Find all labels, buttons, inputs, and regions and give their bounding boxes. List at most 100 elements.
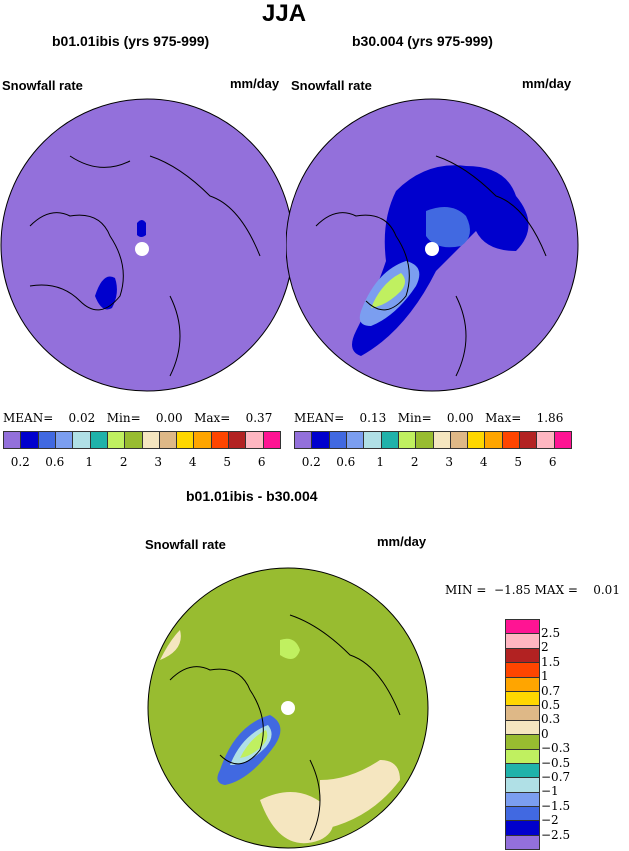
colorbar-box	[381, 432, 399, 448]
colorbar-label: 5	[223, 455, 232, 469]
colorbar-box	[107, 432, 126, 448]
colorbar-label: 0.6	[336, 455, 356, 469]
colorbar-label: 1	[85, 455, 94, 469]
colorbar-diff	[505, 619, 540, 851]
colorbar-box	[506, 691, 539, 707]
panel-right-units: mm/day	[522, 76, 572, 91]
colorbar-box	[502, 432, 521, 448]
diff-variable: Snowfall rate	[145, 537, 226, 552]
colorbar-label: −2.5	[541, 827, 571, 842]
colorbar-box	[506, 706, 539, 721]
map-left-blob-north	[137, 220, 146, 237]
coastlines	[169, 614, 401, 841]
colorbar-box	[506, 634, 539, 649]
colorbar-box	[468, 432, 486, 448]
colorbar-label: 2.5	[541, 626, 561, 640]
colorbar-label: 3	[445, 455, 454, 469]
colorbar-label: −2	[541, 813, 559, 828]
colorbar-label: 0.7	[541, 683, 561, 698]
map-left	[0, 98, 294, 392]
colorbar-box	[329, 432, 347, 448]
colorbar-label: −0.3	[541, 741, 571, 756]
colorbar-box	[398, 432, 417, 448]
diff-units: mm/day	[377, 534, 427, 549]
colorbar-box	[246, 432, 264, 448]
colorbar-label: −0.5	[541, 755, 571, 770]
diff-title: b01.01ibis - b30.004	[186, 488, 318, 504]
map-right-blob-mid	[426, 207, 470, 248]
colorbar-box	[506, 663, 539, 678]
colorbar-label: 0.5	[541, 698, 561, 712]
colorbar-left	[3, 431, 281, 449]
coastlines	[29, 155, 261, 377]
colorbar-box	[506, 749, 539, 764]
colorbar-box	[506, 648, 539, 664]
map-diff	[147, 567, 429, 849]
colorbar-box	[211, 432, 230, 448]
panel-right-variable: Snowfall rate	[291, 78, 372, 93]
colorbar-label: 2	[119, 455, 128, 469]
colorbar-box	[506, 677, 539, 692]
colorbar-label: 6	[548, 455, 557, 469]
pole-marker	[135, 242, 149, 256]
colorbar-box	[4, 432, 22, 448]
colorbar-label: 0.2	[10, 455, 30, 469]
colorbar-box	[450, 432, 469, 448]
colorbar-box	[506, 792, 539, 808]
colorbar-label: 1	[376, 455, 385, 469]
colorbar-label: 0.6	[45, 455, 65, 469]
colorbar-label: 3	[154, 455, 163, 469]
colorbar-box	[506, 821, 539, 836]
colorbar-box	[506, 720, 539, 736]
colorbar-label: 0.2	[301, 455, 321, 469]
colorbar-label: 0.3	[541, 712, 561, 727]
coastlines	[315, 155, 547, 377]
colorbar-box	[177, 432, 195, 448]
map-diff-positive-areas	[160, 630, 400, 844]
colorbar-box	[506, 807, 539, 822]
colorbar-right	[294, 431, 572, 449]
colorbar-box	[73, 432, 91, 448]
colorbar-label: 1.5	[541, 654, 561, 669]
colorbar-box	[312, 432, 330, 448]
colorbar-label: 4	[479, 455, 488, 469]
colorbar-box	[295, 432, 313, 448]
panel-left-stats: MEAN= 0.02 Min= 0.00 Max= 0.37	[3, 411, 273, 425]
colorbar-label: 4	[188, 455, 197, 469]
colorbar-box	[125, 432, 143, 448]
panel-left-units: mm/day	[230, 76, 280, 91]
colorbar-box	[90, 432, 108, 448]
pole-marker	[281, 701, 295, 715]
colorbar-label: 1	[541, 669, 549, 684]
colorbar-box	[433, 432, 451, 448]
panel-left-title: b01.01ibis (yrs 975-999)	[52, 33, 210, 49]
diff-stats: MIN = −1.85 MAX = 0.01	[445, 583, 620, 597]
colorbar-box	[520, 432, 538, 448]
colorbar-label: 2	[410, 455, 419, 469]
colorbar-box	[506, 620, 539, 635]
colorbar-box	[346, 432, 365, 448]
colorbar-box	[506, 778, 539, 793]
map-diff-blob-green	[240, 730, 268, 758]
colorbar-label: −1	[541, 784, 559, 799]
panel-right-title: b30.004 (yrs 975-999)	[352, 33, 493, 49]
figure-title: JJA	[262, 0, 307, 27]
colorbar-label: −1.5	[541, 798, 571, 813]
colorbar-box	[485, 432, 503, 448]
colorbar-label: 2	[541, 640, 549, 655]
colorbar-box	[506, 835, 539, 850]
colorbar-box	[364, 432, 382, 448]
colorbar-label: 5	[514, 455, 523, 469]
colorbar-box	[38, 432, 56, 448]
pole-marker	[425, 242, 439, 256]
colorbar-box	[55, 432, 74, 448]
colorbar-box	[194, 432, 212, 448]
colorbar-box	[229, 432, 247, 448]
colorbar-box	[21, 432, 39, 448]
colorbar-box	[554, 432, 571, 448]
panel-left-variable: Snowfall rate	[2, 78, 83, 93]
colorbar-box	[159, 432, 178, 448]
map-left-blob-greenland	[95, 276, 117, 310]
panel-right-stats: MEAN= 0.13 Min= 0.00 Max= 1.86	[294, 411, 564, 425]
